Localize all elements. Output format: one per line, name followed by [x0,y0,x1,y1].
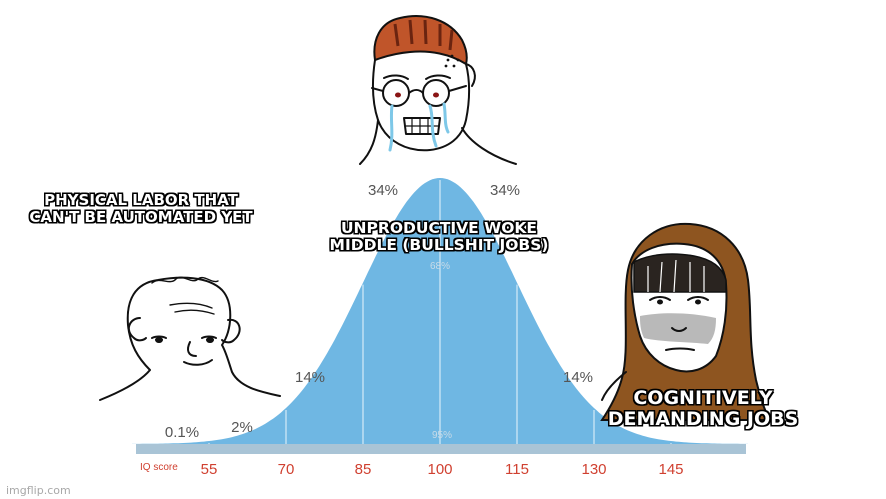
percentage-label: 34% [368,182,398,199]
crying-glasses-wojak-drawing [359,15,517,165]
x-tick-label: 145 [658,461,683,478]
percentage-label: 2% [231,419,253,436]
hooded-figure-drawing [600,222,772,421]
percentage-label: 14% [295,369,325,386]
percentage-label: 0.1% [165,424,199,441]
band-label-68: 68% [430,261,450,272]
wojak-face-drawing [99,276,281,401]
caption-left: PHYSICAL LABOR THAT CAN'T BE AUTOMATED Y… [29,191,253,226]
bell-curve-chart: 55 70 85 100 115 130 145 IQ score 0.1% 2% 14% 34%… [132,178,748,478]
x-tick-label: 55 [201,461,218,478]
percentage-label: 34% [490,182,520,199]
x-tick-label: 85 [355,461,372,478]
band-label-95: 95% [432,430,452,441]
x-axis-label: IQ score [140,462,178,473]
percentage-labels: 0.1% 2% 14% 34% 34% 14% [165,182,593,441]
x-axis-bar [136,444,746,454]
caption-middle: UNPRODUCTIVE WOKE MIDDLE (BULLSHIT JOBS) [329,219,549,255]
x-tick-label: 100 [427,461,452,478]
x-tick-label: 130 [581,461,606,478]
x-tick-labels: 55 70 85 100 115 130 145 [201,461,684,478]
imgflip-watermark: imgflip.com [6,484,71,497]
sd-divider-lines [208,180,672,444]
x-tick-label: 115 [505,461,529,478]
caption-right: COGNITIVELY DEMANDING JOBS [607,387,799,431]
x-tick-label: 70 [278,461,295,478]
percentage-label: 14% [563,369,593,386]
